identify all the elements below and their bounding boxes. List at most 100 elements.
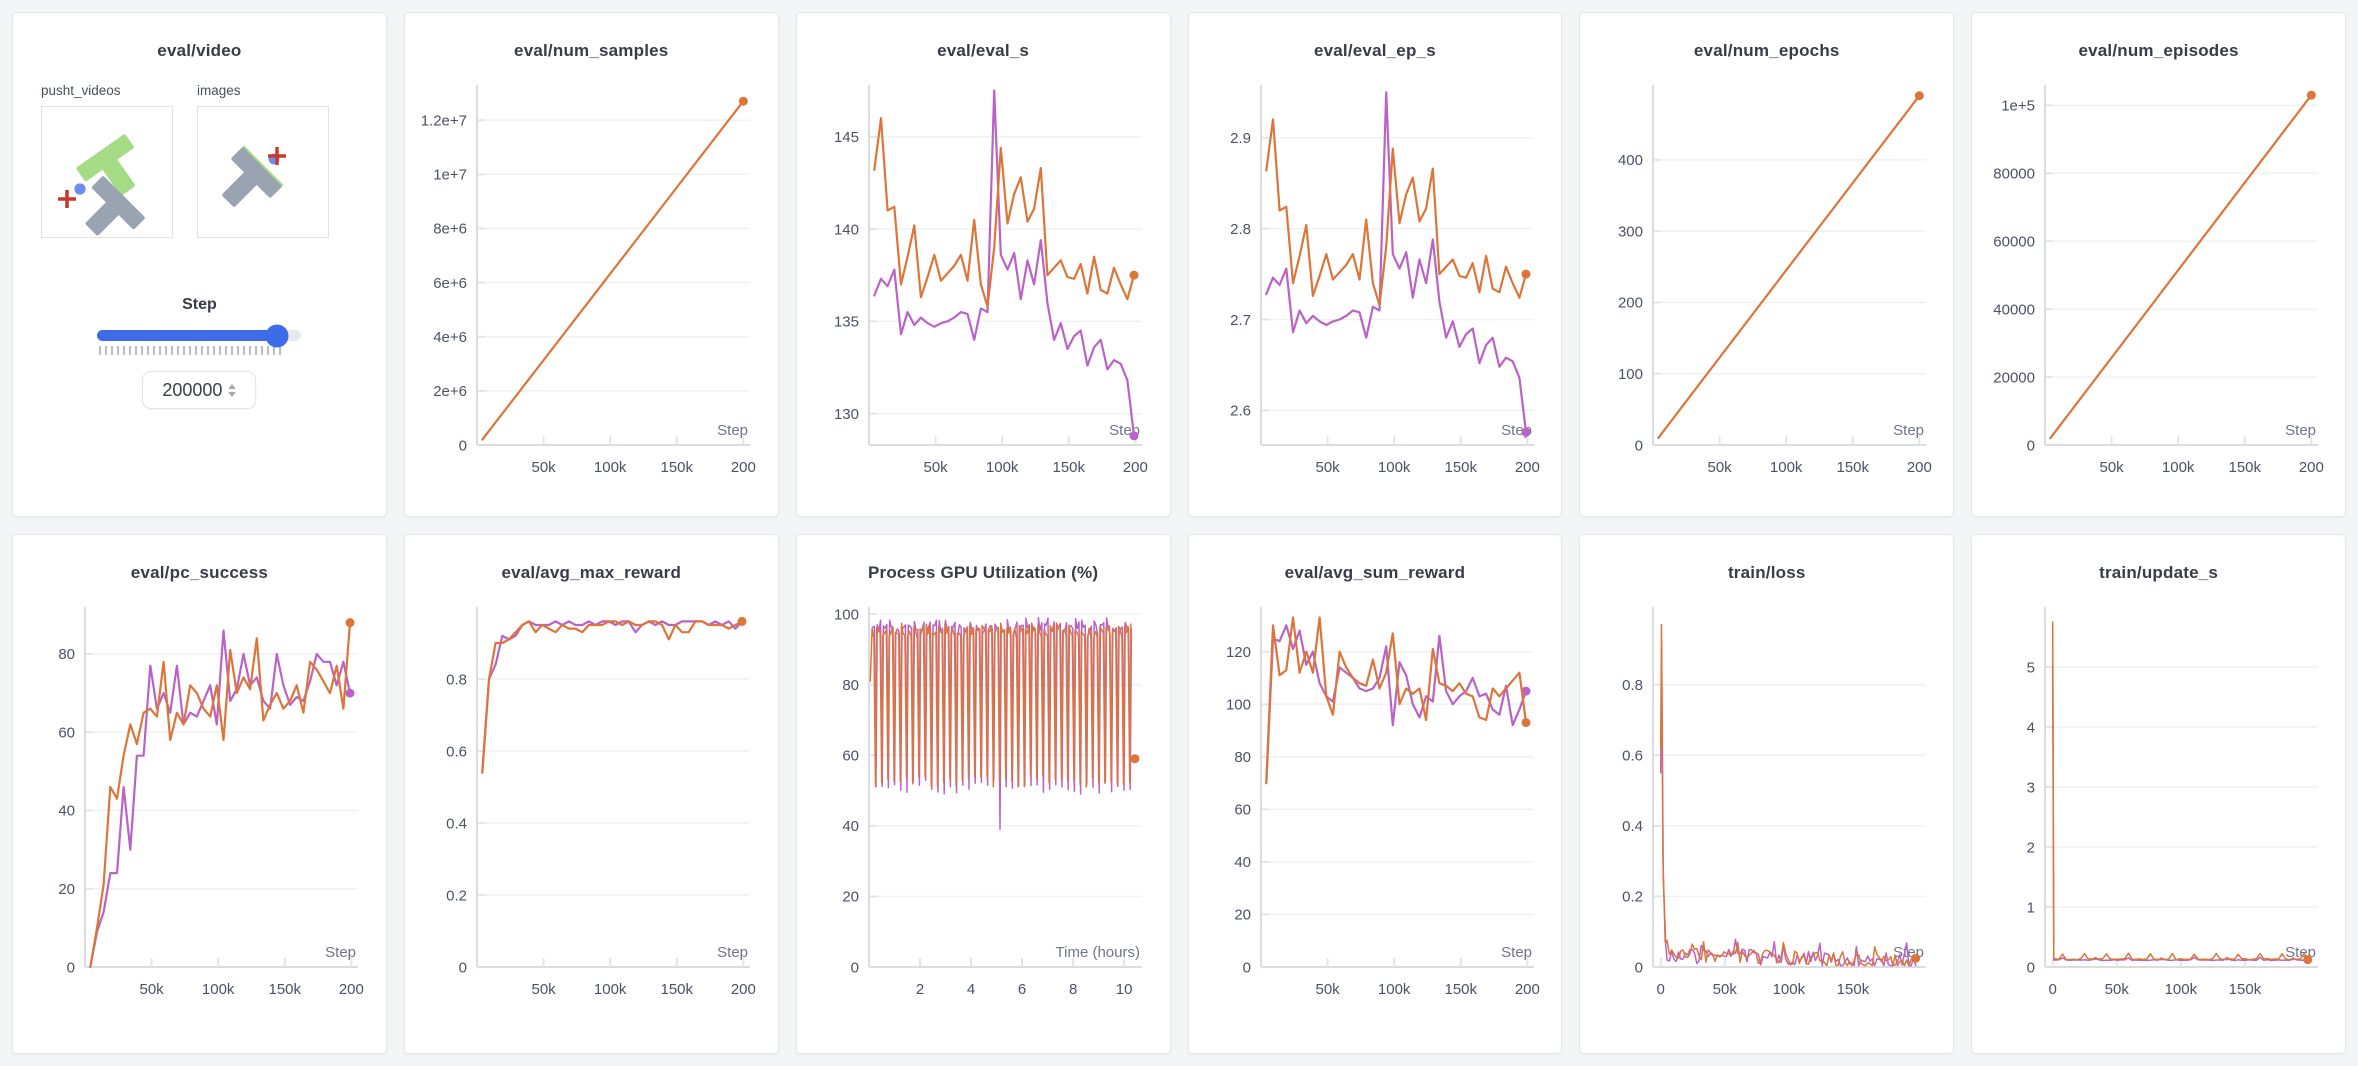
svg-text:100k: 100k xyxy=(2161,459,2194,476)
svg-text:60: 60 xyxy=(842,747,859,764)
panel-eval-eval-s: eval/eval_s 130 135 140 145 50k 100k 150k 200 St… xyxy=(795,12,1171,517)
svg-text:100k: 100k xyxy=(1378,981,1411,998)
svg-text:0: 0 xyxy=(1243,959,1251,976)
panel-eval-avg-sum-reward: eval/avg_sum_reward 0 20 40 60 80 100 120 50k 10… xyxy=(1187,534,1563,1054)
svg-text:135: 135 xyxy=(834,314,859,331)
panel-train-loss: train/loss 0 0.2 0.4 0.6 0.8 0 50k 100k 150k Step xyxy=(1579,534,1955,1054)
svg-text:4: 4 xyxy=(967,981,975,998)
goal-cross-icon xyxy=(268,147,286,165)
svg-text:150k: 150k xyxy=(1836,459,1869,476)
svg-text:20: 20 xyxy=(59,881,76,898)
svg-text:150k: 150k xyxy=(661,459,694,476)
svg-text:0: 0 xyxy=(1634,437,1642,454)
svg-text:80: 80 xyxy=(1234,749,1251,766)
stepper-up-icon[interactable] xyxy=(228,383,237,389)
agent-dot-icon xyxy=(74,183,86,195)
chart-title: eval/num_episodes xyxy=(2078,41,2239,60)
svg-text:2.8: 2.8 xyxy=(1230,221,1251,238)
images-label: images xyxy=(197,83,241,98)
svg-text:150k: 150k xyxy=(661,981,694,998)
panel-eval-num-epochs: eval/num_epochs 0 100 200 300 400 50k 100k 150k… xyxy=(1579,12,1955,517)
svg-text:145: 145 xyxy=(834,129,859,146)
svg-text:50k: 50k xyxy=(924,459,949,476)
svg-text:150k: 150k xyxy=(1444,459,1477,476)
slider-fill xyxy=(97,330,288,341)
panel-eval-avg-max-reward: eval/avg_max_reward 0 0.2 0.4 0.6 0.8 50k 100k… xyxy=(403,534,779,1054)
thumbnail-row: pusht_videos xyxy=(41,83,358,238)
svg-text:2: 2 xyxy=(2026,839,2034,856)
slider-track[interactable] xyxy=(97,324,302,347)
step-input[interactable]: 200000 xyxy=(142,371,257,409)
svg-text:150k: 150k xyxy=(269,981,302,998)
svg-text:1e+7: 1e+7 xyxy=(433,167,467,184)
chart-title: train/update_s xyxy=(2099,563,2219,582)
svg-text:20: 20 xyxy=(842,889,859,906)
pusht-videos-label: pusht_videos xyxy=(41,83,121,98)
images-column: images xyxy=(197,83,329,238)
chart-plot-eval-pc-success[interactable]: 0 20 40 60 80 50k 100k 150k 200 Step xyxy=(25,597,373,1017)
panel-eval-video: eval/video pusht_videos xyxy=(12,12,387,517)
svg-text:150k: 150k xyxy=(1836,981,1869,998)
panel-eval-eval-ep-s: eval/eval_ep_s 2.6 2.7 2.8 2.9 50k 100k 150k 20… xyxy=(1187,12,1563,517)
svg-text:4: 4 xyxy=(2026,719,2034,736)
svg-text:50k: 50k xyxy=(140,981,165,998)
pusht-videos-thumbnail[interactable] xyxy=(41,106,173,238)
images-thumbnail[interactable] xyxy=(197,106,329,238)
chart-plot-eval-avg-max-reward[interactable]: 0 0.2 0.4 0.6 0.8 50k 100k 150k 200 Step xyxy=(417,597,765,1017)
svg-text:100: 100 xyxy=(1226,696,1251,713)
svg-text:2.6: 2.6 xyxy=(1230,403,1251,420)
goal-cross-icon xyxy=(58,190,76,208)
panel-eval-pc-success: eval/pc_success 0 20 40 60 80 50k 100k 150k 200 S… xyxy=(12,534,387,1054)
svg-text:20000: 20000 xyxy=(1993,369,2035,386)
svg-text:50k: 50k xyxy=(1707,459,1732,476)
slider-thumb[interactable] xyxy=(265,324,289,347)
svg-text:50k: 50k xyxy=(2104,981,2129,998)
chart-plot-eval-num-episodes[interactable]: 0 20000 40000 60000 80000 1e+5 50k 100k 150k 200 S… xyxy=(1985,75,2333,495)
svg-text:2.7: 2.7 xyxy=(1230,312,1251,329)
svg-text:0: 0 xyxy=(67,959,75,976)
svg-text:20: 20 xyxy=(1234,907,1251,924)
svg-text:300: 300 xyxy=(1618,223,1643,240)
svg-text:Step: Step xyxy=(1893,422,1924,439)
svg-text:50k: 50k xyxy=(1315,459,1340,476)
svg-text:0: 0 xyxy=(851,959,859,976)
svg-text:50k: 50k xyxy=(1315,981,1340,998)
svg-text:6: 6 xyxy=(1018,981,1026,998)
stepper-down-icon[interactable] xyxy=(228,391,237,397)
svg-text:200: 200 xyxy=(1618,295,1643,312)
svg-text:150k: 150k xyxy=(2228,459,2261,476)
chart-plot-eval-num-samples[interactable]: 0 2e+6 4e+6 6e+6 8e+6 1e+7 1.2e+7 50k 100k 150k 20… xyxy=(417,75,765,495)
svg-text:2.9: 2.9 xyxy=(1230,130,1251,147)
svg-text:100k: 100k xyxy=(2164,981,2197,998)
panel-eval-num-samples: eval/num_samples 0 2e+6 4e+6 6e+6 8e+6 1e+7 1.… xyxy=(403,12,779,517)
chart-plot-eval-avg-sum-reward[interactable]: 0 20 40 60 80 100 120 50k 100k 150k 200 Step xyxy=(1201,597,1549,1017)
svg-text:Step: Step xyxy=(717,422,748,439)
svg-text:40000: 40000 xyxy=(1993,301,2035,318)
step-slider-label: Step xyxy=(182,296,217,313)
chart-plot-eval-num-epochs[interactable]: 0 100 200 300 400 50k 100k 150k 200 Step xyxy=(1593,75,1941,495)
svg-text:0: 0 xyxy=(2026,959,2034,976)
svg-text:150k: 150k xyxy=(2228,981,2261,998)
chart-plot-process-gpu-utilization[interactable]: 0 20 40 60 80 100 2 4 6 8 10 Time (hours) xyxy=(809,597,1157,1017)
svg-text:200: 200 xyxy=(2298,459,2323,476)
svg-text:2: 2 xyxy=(916,981,924,998)
svg-text:10: 10 xyxy=(1116,981,1133,998)
svg-text:60000: 60000 xyxy=(1993,233,2035,250)
svg-text:8: 8 xyxy=(1069,981,1077,998)
svg-text:0: 0 xyxy=(1634,959,1642,976)
svg-text:50k: 50k xyxy=(1712,981,1737,998)
chart-title: eval/num_epochs xyxy=(1693,41,1840,60)
svg-text:100: 100 xyxy=(834,606,859,623)
svg-text:0.2: 0.2 xyxy=(446,887,467,904)
svg-text:0: 0 xyxy=(459,959,467,976)
svg-text:0.4: 0.4 xyxy=(446,815,467,832)
chart-title: eval/num_samples xyxy=(514,41,669,60)
svg-text:130: 130 xyxy=(834,406,859,423)
svg-text:0: 0 xyxy=(1656,981,1664,998)
svg-text:200: 200 xyxy=(1907,459,1932,476)
svg-text:Step: Step xyxy=(2285,422,2316,439)
